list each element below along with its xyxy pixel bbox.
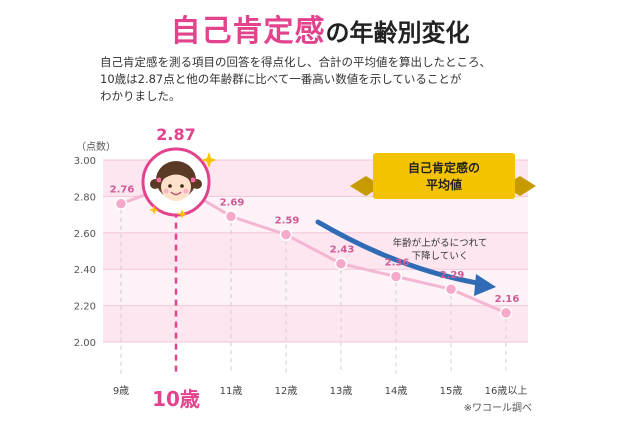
trend-arrowhead	[474, 274, 496, 296]
girl-eye-left	[168, 184, 172, 188]
trend-arrow	[315, 219, 486, 287]
value-label: 2.16	[495, 294, 520, 305]
data-point	[334, 257, 348, 270]
plot-band	[103, 269, 528, 306]
y-tick-label: 2.40	[74, 265, 96, 276]
value-label: 2.43	[330, 245, 355, 256]
y-tick-label: 2.20	[74, 302, 96, 313]
plot-band	[103, 305, 528, 342]
sparkle-icon	[177, 209, 187, 219]
x-tick-label: 16歳以上	[485, 385, 528, 397]
y-tick-label: 2.00	[74, 338, 96, 349]
value-label: 2.76	[110, 185, 135, 196]
y-tick-label: 2.80	[74, 192, 96, 203]
title-rest: の年齢別変化	[325, 19, 470, 47]
page-title: 自己肯定感の年齢別変化	[0, 6, 640, 50]
y-tick-label: 3.00	[74, 156, 96, 167]
value-label: 2.36	[385, 257, 410, 268]
trend-text-line-1: 年齢が上がるにつれて	[393, 237, 488, 249]
description-line-1: 自己肯定感を測る項目の回答を得点化し、合計の平均値を算出したところ、	[100, 55, 491, 69]
sparkle-icon	[149, 205, 159, 215]
data-point	[224, 210, 238, 223]
girl-face	[161, 173, 191, 201]
source-note: ※ワコール調べ	[464, 401, 532, 414]
highlight-value-label: 2.87	[156, 125, 195, 144]
description-line-3: わかりました。	[100, 89, 181, 103]
x-tick-label: 14歳	[385, 385, 408, 397]
x-tick-label: 11歳	[220, 385, 243, 397]
trend-text-line-2: 下降していく	[412, 250, 469, 262]
value-label: 2.59	[275, 216, 300, 227]
girl-cheek-left	[163, 188, 169, 194]
girl-hair-tie-left	[156, 177, 162, 183]
y-tick-label: 2.60	[74, 229, 96, 240]
title-main: 自己肯定感	[170, 14, 326, 49]
data-point	[389, 270, 403, 283]
girl-bangs	[161, 167, 191, 181]
x-tick-label: 15歳	[440, 385, 463, 397]
value-label: 2.29	[440, 270, 465, 281]
girl-hair-tie-right	[190, 177, 196, 183]
highlight-category-label: 10歳	[152, 387, 200, 411]
data-point	[279, 228, 293, 241]
banner-line-2: 平均値	[426, 177, 462, 192]
x-tick-label: 9歳	[113, 385, 129, 397]
girl-smile	[170, 191, 182, 196]
x-tick-label: 13歳	[330, 385, 353, 397]
girl-eye-right	[180, 184, 184, 188]
data-point	[444, 282, 458, 296]
x-tick-label: 12歳	[275, 385, 298, 397]
highlight-marker	[141, 147, 211, 217]
banner-body	[373, 153, 515, 199]
description: 自己肯定感を測る項目の回答を得点化し、合計の平均値を算出したところ、 10歳は2…	[100, 54, 540, 105]
data-point	[114, 197, 128, 210]
data-point	[499, 306, 513, 320]
banner-line-1: 自己肯定感の	[408, 160, 480, 175]
girl-cheek-right	[183, 188, 189, 194]
sparkle-icon	[201, 152, 217, 168]
description-line-2: 10歳は2.87点と他の年齢群に比べて一番高い数値を示していることが	[100, 72, 462, 86]
y-axis-unit: （点数）	[76, 140, 116, 153]
value-label: 2.69	[220, 197, 245, 208]
